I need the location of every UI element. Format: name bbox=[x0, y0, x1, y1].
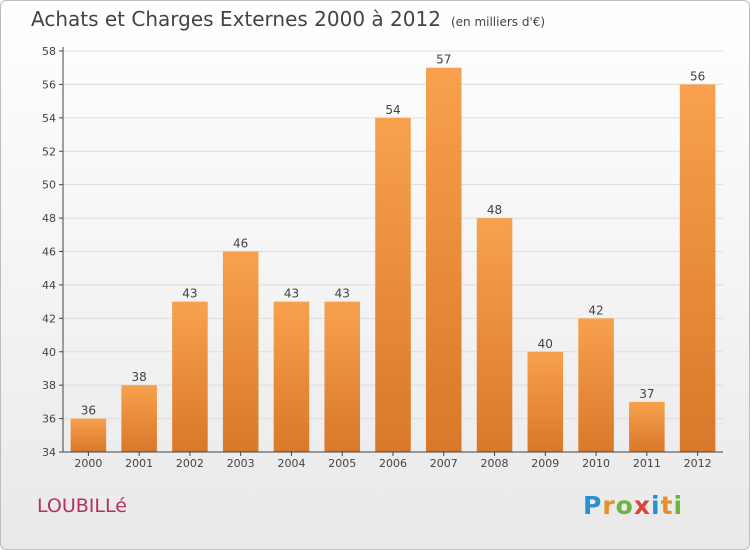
logo-letter: x bbox=[633, 491, 651, 520]
x-tick-label: 2010 bbox=[582, 457, 610, 470]
data-label: 37 bbox=[639, 387, 654, 401]
y-tick-label: 58 bbox=[42, 45, 56, 58]
data-label: 40 bbox=[538, 337, 553, 351]
y-tick-label: 40 bbox=[42, 346, 56, 359]
data-label: 57 bbox=[436, 53, 451, 67]
bar bbox=[679, 84, 716, 453]
bar bbox=[629, 401, 665, 452]
bar bbox=[222, 251, 259, 452]
place-name: LOUBILLé bbox=[37, 495, 127, 517]
y-tick-label: 54 bbox=[42, 112, 56, 125]
data-label: 54 bbox=[385, 103, 400, 117]
data-label: 43 bbox=[182, 287, 197, 301]
bar bbox=[172, 301, 208, 452]
data-label: 36 bbox=[81, 404, 96, 418]
x-tick-label: 2000 bbox=[74, 457, 102, 470]
logo-letter: r bbox=[602, 491, 616, 520]
data-label: 42 bbox=[588, 303, 603, 317]
data-label: 43 bbox=[284, 287, 299, 301]
y-tick-label: 42 bbox=[42, 312, 56, 325]
bar bbox=[70, 418, 107, 452]
chart-title: Achats et Charges Externes 2000 à 2012 (e… bbox=[31, 7, 545, 31]
y-tick-label: 34 bbox=[42, 446, 56, 459]
x-tick-label: 2002 bbox=[176, 457, 204, 470]
bar bbox=[121, 385, 157, 452]
data-label: 48 bbox=[487, 203, 502, 217]
logo-letter: i bbox=[651, 491, 661, 520]
x-tick-label: 2005 bbox=[328, 457, 356, 470]
x-tick-label: 2007 bbox=[430, 457, 458, 470]
axes: 34 36 38 40 42 44 46 48 50 52 54 56 58 2000 2001 2002 20… bbox=[42, 45, 723, 470]
bar bbox=[426, 67, 462, 452]
data-label: 56 bbox=[690, 69, 705, 83]
x-tick-label: 2008 bbox=[481, 457, 509, 470]
y-tick-label: 36 bbox=[42, 413, 56, 426]
data-label: 38 bbox=[132, 370, 147, 384]
y-tick-label: 52 bbox=[42, 145, 56, 158]
bar bbox=[578, 318, 614, 452]
logo-letter: o bbox=[615, 491, 634, 520]
x-tick-label: 2009 bbox=[531, 457, 559, 470]
x-tick-label: 2012 bbox=[684, 457, 712, 470]
x-tick-label: 2003 bbox=[227, 457, 255, 470]
y-tick-label: 38 bbox=[42, 379, 56, 392]
logo-letter: t bbox=[660, 491, 674, 520]
y-tick-label: 44 bbox=[42, 279, 56, 292]
y-tick-label: 56 bbox=[42, 78, 56, 91]
x-tick-label: 2004 bbox=[277, 457, 305, 470]
bar bbox=[273, 301, 310, 452]
chart-title-text: Achats et Charges Externes 2000 à 2012 bbox=[31, 7, 441, 31]
x-tick-label: 2001 bbox=[125, 457, 153, 470]
x-tick-label: 2011 bbox=[633, 457, 661, 470]
data-label: 46 bbox=[233, 237, 248, 251]
bar bbox=[476, 218, 513, 452]
x-tick-label: 2006 bbox=[379, 457, 407, 470]
y-tick-label: 48 bbox=[42, 212, 56, 225]
logo-letter: i bbox=[673, 491, 684, 520]
bar bbox=[527, 351, 564, 452]
data-label: 43 bbox=[335, 287, 350, 301]
bar bbox=[324, 301, 360, 452]
logo-letter: P bbox=[583, 491, 603, 520]
proxiti-logo: Proxiti bbox=[583, 491, 683, 520]
data-labels: 36 38 43 46 43 43 54 57 48 40 42 37 56 bbox=[81, 53, 706, 418]
y-tick-label: 50 bbox=[42, 179, 56, 192]
bars bbox=[70, 67, 716, 453]
y-tick-label: 46 bbox=[42, 246, 56, 259]
chart-unit-note: (en milliers d'€) bbox=[450, 15, 546, 29]
bar bbox=[375, 117, 411, 452]
